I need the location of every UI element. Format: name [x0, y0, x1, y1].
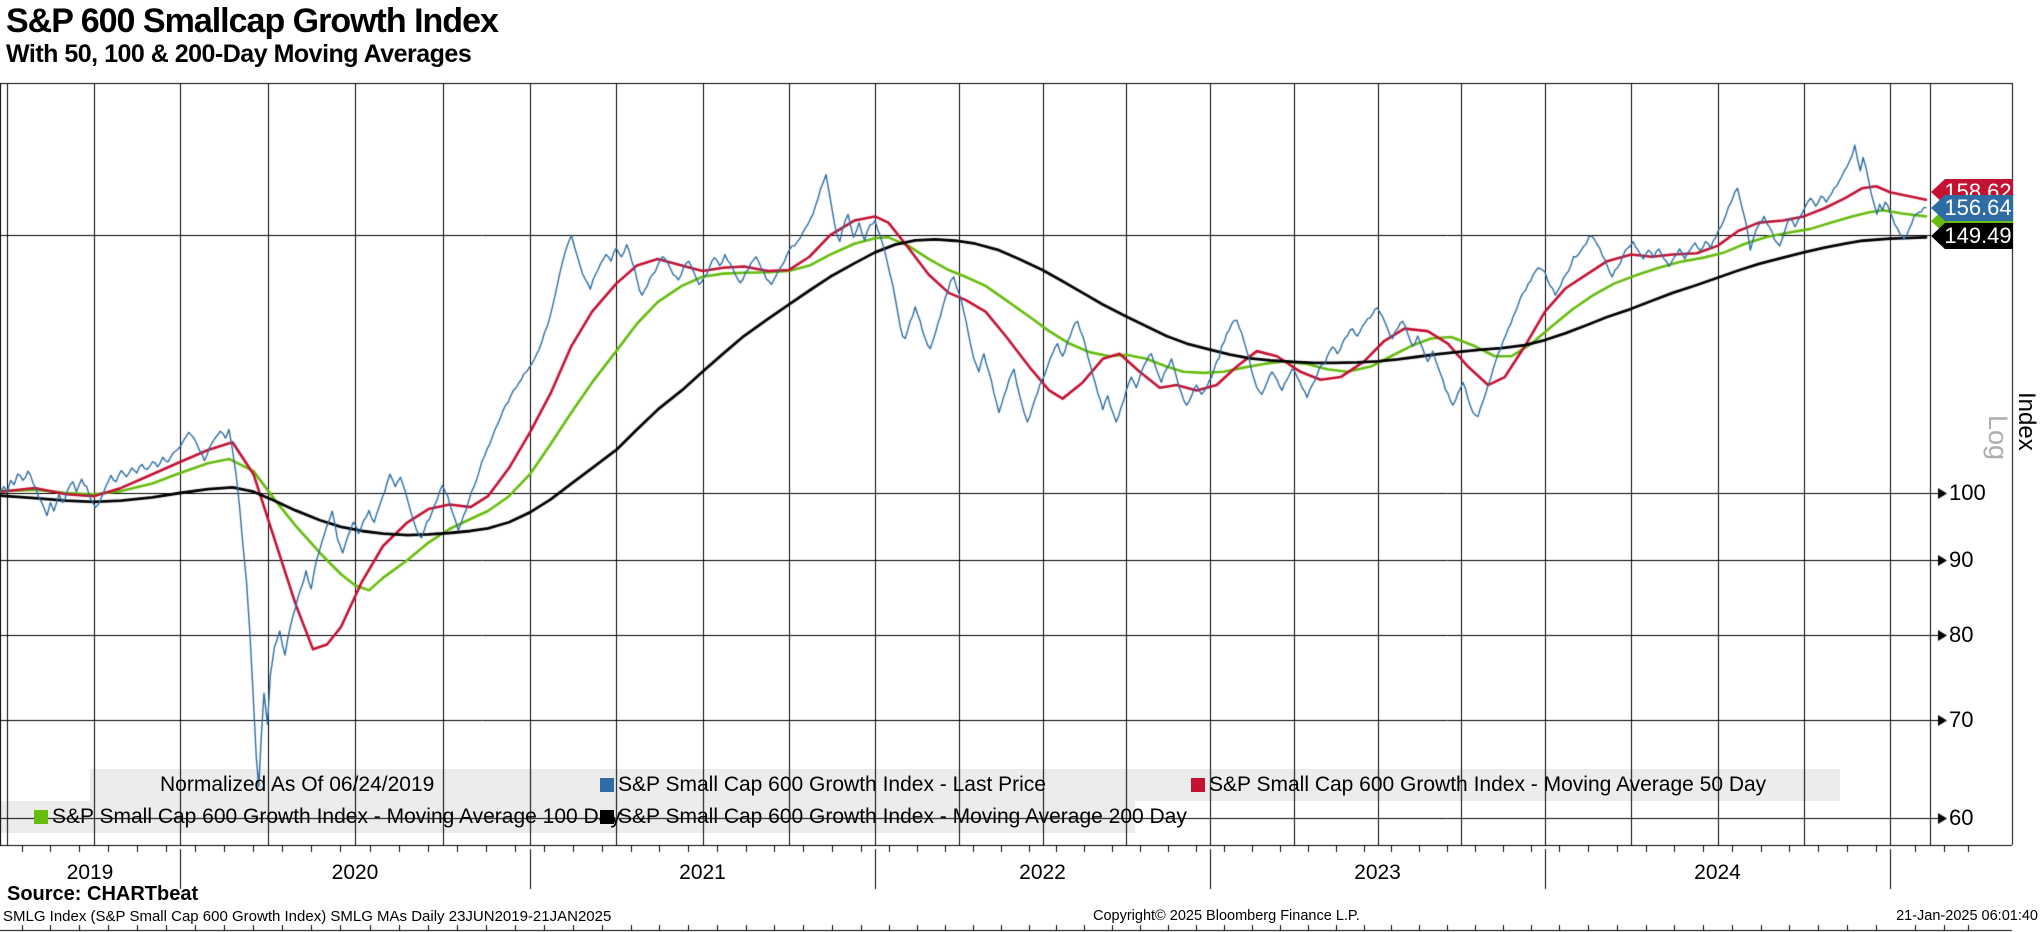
x-axis-year-2024: 2024	[1694, 861, 1741, 884]
x-axis-year-2023: 2023	[1354, 861, 1401, 884]
legend-item-ma100[interactable]: S&P Small Cap 600 Growth Index - Moving …	[34, 804, 621, 830]
legend-item-label: S&P Small Cap 600 Growth Index - Moving …	[618, 805, 1187, 828]
log-scale-label: Log	[1983, 415, 2013, 461]
y-axis-title: Index	[2013, 392, 2040, 451]
ticker-footnote: SMLG Index (S&P Small Cap 600 Growth Ind…	[3, 908, 612, 925]
price-flag-ma200: 149.49	[1931, 223, 2013, 249]
legend-item-label: S&P Small Cap 600 Growth Index - Moving …	[52, 805, 621, 828]
y-axis-tick-90: 90	[1949, 547, 1974, 572]
y-axis-tick-80: 80	[1949, 622, 1974, 647]
legend-item-ma50[interactable]: S&P Small Cap 600 Growth Index - Moving …	[1191, 772, 1766, 798]
legend-item-last-price[interactable]: S&P Small Cap 600 Growth Index - Last Pr…	[600, 772, 1046, 798]
legend-normalized-note: Normalized As Of 06/24/2019	[160, 773, 435, 796]
price-flag-last-price: 156.64	[1931, 195, 2013, 221]
x-axis-year-2022: 2022	[1019, 861, 1066, 884]
y-axis-tick-60: 60	[1949, 805, 1974, 830]
x-axis-year-2021: 2021	[679, 861, 726, 884]
legend-item-label: S&P Small Cap 600 Growth Index - Moving …	[1209, 773, 1767, 796]
legend-item-label: S&P Small Cap 600 Growth Index - Last Pr…	[618, 773, 1046, 796]
ma100-swatch-icon	[34, 810, 48, 824]
copyright-label: Copyright© 2025 Bloomberg Finance L.P.	[1093, 908, 1360, 924]
page-subtitle: With 50, 100 & 200-Day Moving Averages	[6, 40, 472, 68]
x-axis-year-2020: 2020	[331, 861, 379, 884]
y-axis-tick-70: 70	[1949, 707, 1974, 732]
x-axis-year-2019: 2019	[66, 861, 114, 884]
y-axis-tick-100: 100	[1949, 480, 1986, 505]
source-label: Source: CHARTbeat	[7, 883, 199, 905]
legend-item-ma200[interactable]: S&P Small Cap 600 Growth Index - Moving …	[600, 804, 1187, 830]
timestamp-label: 21-Jan-2025 06:01:40	[1896, 908, 2038, 924]
ma50-swatch-icon	[1191, 778, 1205, 792]
ma200-swatch-icon	[600, 810, 614, 824]
last-price-swatch-icon	[600, 778, 614, 792]
page-title: S&P 600 Smallcap Growth Index	[6, 2, 499, 40]
